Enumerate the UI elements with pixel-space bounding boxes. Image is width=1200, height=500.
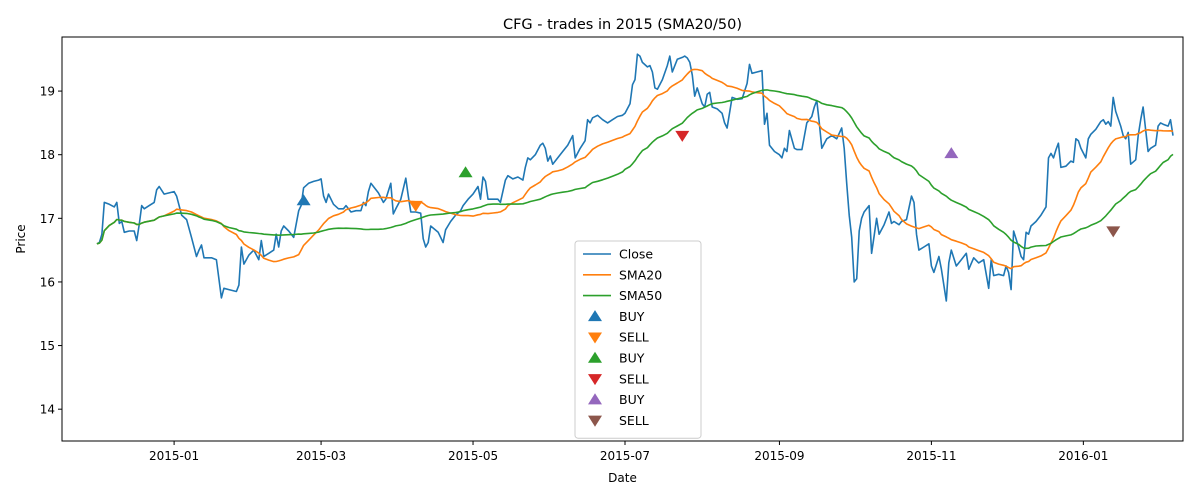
legend-label-buy-1: BUY <box>619 309 645 324</box>
legend-swatch-sell-4 <box>588 374 602 386</box>
x-tick-label: 2015-01 <box>149 449 199 463</box>
legend-swatch-sell-2 <box>588 332 602 344</box>
x-tick-label: 2015-11 <box>906 449 956 463</box>
legend-swatch-buy-3 <box>588 351 602 363</box>
y-axis: 14 15 16 17 18 19 <box>40 85 62 417</box>
series-group <box>96 53 1174 302</box>
y-tick-label: 19 <box>40 85 55 99</box>
legend-label-sell-6: SELL <box>619 413 649 428</box>
chart-title: CFG - trades in 2015 (SMA20/50) <box>503 17 742 33</box>
y-tick-label: 15 <box>40 339 55 353</box>
y-tick-label: 14 <box>40 403 55 417</box>
plot-area <box>96 53 1174 302</box>
legend-swatch-buy-5 <box>588 393 602 405</box>
x-tick-label: 2015-09 <box>754 449 804 463</box>
legend-swatch-buy-1 <box>588 310 602 322</box>
trade-marker-buy-5 <box>944 147 959 159</box>
trade-marker-sell-6 <box>1106 226 1121 238</box>
legend-label-buy-3: BUY <box>619 351 645 366</box>
series-line-sma50 <box>96 89 1174 250</box>
legend: Close SMA20 SMA50 BUY SELL BUY SELL BUY SELL <box>574 240 702 439</box>
legend-label-sell-4: SELL <box>619 371 649 386</box>
trade-marker-buy-1 <box>296 194 311 206</box>
legend-swatch-sell-6 <box>588 415 602 427</box>
legend-label-close: Close <box>619 247 653 262</box>
x-tick-label: 2015-05 <box>448 449 498 463</box>
legend-box <box>574 240 702 439</box>
x-axis: 2015-01 2015-03 2015-05 2015-07 2015-09 2015-… <box>149 441 1108 463</box>
x-tick-label: 2015-03 <box>296 449 346 463</box>
legend-label-sma20: SMA20 <box>619 267 662 282</box>
series-line-sma20 <box>96 68 1174 270</box>
series-line-close <box>96 53 1174 302</box>
plot-frame <box>61 36 1184 442</box>
y-tick-label: 17 <box>40 212 55 226</box>
trade-marker-sell-4 <box>675 130 690 142</box>
trade-marker-sell-2 <box>408 200 423 212</box>
y-tick-label: 18 <box>40 148 55 162</box>
y-tick-label: 16 <box>40 275 55 289</box>
y-axis-label: Price <box>14 224 28 253</box>
legend-label-sma50: SMA50 <box>619 288 662 303</box>
legend-label-buy-5: BUY <box>619 392 645 407</box>
legend-label-sell-2: SELL <box>619 330 649 345</box>
trade-marker-buy-3 <box>458 166 473 178</box>
x-axis-label: Date <box>608 471 637 485</box>
x-tick-label: 2015-07 <box>600 449 650 463</box>
x-tick-label: 2016-01 <box>1058 449 1108 463</box>
